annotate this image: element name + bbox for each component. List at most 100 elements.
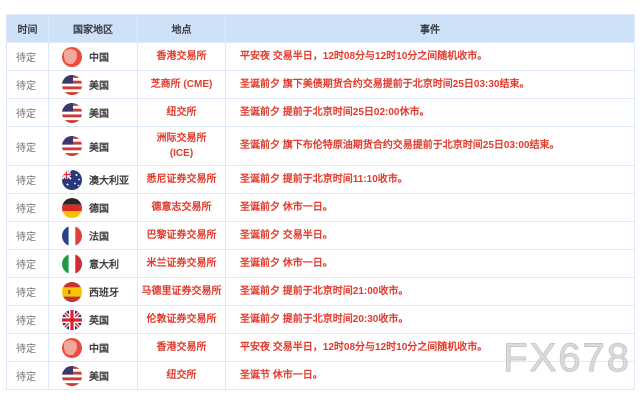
event-value: 圣诞前夕 交易半日。 <box>240 229 333 241</box>
time-value: 待定 <box>16 316 36 327</box>
event-value: 圣诞前夕 旗下美债期货合约交易提前于北京时间25日03:30结束。 <box>240 78 530 90</box>
event-cell: 圣诞节 休市一日。 <box>225 361 635 390</box>
table-body: 待定 中国 香港交易所 平安夜 交易半日，12时08分与12时10分之间随机收市… <box>6 42 635 390</box>
holiday-table: 时间 国家地区 地点 事件 待定 中国 香港交易所 平安夜 交易半日，12时08… <box>6 14 635 390</box>
country-name: 中国 <box>89 53 109 64</box>
event-cell: 圣诞前夕 休市一日。 <box>225 193 635 222</box>
event-value: 圣诞前夕 提前于北京时间11:10收市。 <box>240 173 408 185</box>
time-value: 待定 <box>16 53 36 64</box>
location-cell: 纽交所 <box>137 98 226 127</box>
event-cell: 平安夜 交易半日，12时08分与12时10分之间随机收市。 <box>225 333 635 362</box>
time-cell: 待定 <box>6 221 49 250</box>
location-cell: 纽交所 <box>137 361 226 390</box>
time-value: 待定 <box>16 109 36 120</box>
table-row: 待定 美国 洲际交易所 (ICE) 圣诞前夕 旗下布伦特原油期货合约交易提前于北… <box>6 126 635 166</box>
location-value: 洲际交易所 (ICE) <box>156 133 207 159</box>
time-value: 待定 <box>16 142 36 154</box>
country-name: 西班牙 <box>89 288 119 299</box>
table-row: 待定 英国 伦敦证券交易所 圣诞前夕 提前于北京时间20:30收市。 <box>6 305 635 334</box>
country-flag-icon-cn <box>62 337 82 358</box>
country-flag-icon-us <box>62 74 82 95</box>
country-inner: 美国 <box>50 74 137 95</box>
location-cell: 马德里证券交易所 <box>137 277 226 306</box>
location-value: 巴黎证券交易所 <box>146 230 217 241</box>
country-flag-icon-us <box>62 365 82 386</box>
location-value: 米兰证券交易所 <box>146 258 217 269</box>
country-flag-icon-au <box>62 169 82 190</box>
table-row: 待定 意大利 米兰证券交易所 圣诞前夕 休市一日。 <box>6 249 635 278</box>
event-value: 平安夜 交易半日，12时08分与12时10分之间随机收市。 <box>240 341 488 353</box>
country-name: 美国 <box>89 109 109 120</box>
event-cell: 圣诞前夕 提前于北京时间20:30收市。 <box>225 305 635 334</box>
market-holiday-table-wrap: 时间 国家地区 地点 事件 待定 中国 香港交易所 平安夜 交易半日，12时08… <box>6 14 635 390</box>
event-cell: 圣诞前夕 提前于北京时间21:00收市。 <box>225 277 635 306</box>
location-cell: 米兰证券交易所 <box>137 249 226 278</box>
event-value: 圣诞前夕 提前于北京时间20:30收市。 <box>240 313 409 325</box>
column-header-time: 时间 <box>6 14 49 43</box>
table-row: 待定 法国 巴黎证券交易所 圣诞前夕 交易半日。 <box>6 221 635 250</box>
column-header-country: 国家地区 <box>48 14 138 43</box>
country-name: 美国 <box>89 372 109 383</box>
country-cell: 中国 <box>48 333 138 362</box>
event-cell: 圣诞前夕 旗下美债期货合约交易提前于北京时间25日03:30结束。 <box>225 70 635 99</box>
location-value: 伦敦证券交易所 <box>146 314 217 325</box>
country-cell: 意大利 <box>48 249 138 278</box>
time-value: 待定 <box>16 204 36 215</box>
location-cell: 巴黎证券交易所 <box>137 221 226 250</box>
column-header-location: 地点 <box>137 14 226 43</box>
location-cell: 洲际交易所 (ICE) <box>137 126 226 166</box>
country-inner: 中国 <box>50 46 137 67</box>
time-cell: 待定 <box>6 361 49 390</box>
country-name: 德国 <box>89 204 109 215</box>
event-cell: 圣诞前夕 提前于北京时间11:10收市。 <box>225 165 635 194</box>
time-cell: 待定 <box>6 305 49 334</box>
table-row: 待定 美国 纽交所 圣诞节 休市一日。 <box>6 361 635 390</box>
location-cell: 香港交易所 <box>137 42 226 71</box>
time-cell: 待定 <box>6 126 49 166</box>
country-cell: 法国 <box>48 221 138 250</box>
time-cell: 待定 <box>6 193 49 222</box>
event-value: 平安夜 交易半日，12时08分与12时10分之间随机收市。 <box>240 50 488 62</box>
country-flag-icon-de <box>62 197 82 218</box>
country-inner: 美国 <box>50 102 137 123</box>
location-cell: 芝商所 (CME) <box>137 70 226 99</box>
country-name: 法国 <box>89 232 109 243</box>
time-value: 待定 <box>16 344 36 355</box>
country-name: 英国 <box>89 316 109 327</box>
country-inner: 美国 <box>50 365 137 386</box>
country-name: 意大利 <box>89 260 119 271</box>
country-inner: 澳大利亚 <box>50 169 137 190</box>
country-cell: 美国 <box>48 98 138 127</box>
location-cell: 悉尼证券交易所 <box>137 165 226 194</box>
event-cell: 平安夜 交易半日，12时08分与12时10分之间随机收市。 <box>225 42 635 71</box>
time-cell: 待定 <box>6 333 49 362</box>
country-inner: 中国 <box>50 337 137 358</box>
country-cell: 美国 <box>48 361 138 390</box>
country-cell: 澳大利亚 <box>48 165 138 194</box>
country-flag-icon-us <box>62 102 82 123</box>
country-flag-icon-it <box>62 253 82 274</box>
event-cell: 圣诞前夕 休市一日。 <box>225 249 635 278</box>
location-cell: 香港交易所 <box>137 333 226 362</box>
country-name: 美国 <box>89 81 109 92</box>
country-name: 澳大利亚 <box>89 176 129 187</box>
country-flag-icon-es <box>62 281 82 302</box>
country-name: 美国 <box>89 142 109 154</box>
location-cell: 德意志交易所 <box>137 193 226 222</box>
table-row: 待定 德国 德意志交易所 圣诞前夕 休市一日。 <box>6 193 635 222</box>
time-cell: 待定 <box>6 277 49 306</box>
location-cell: 伦敦证券交易所 <box>137 305 226 334</box>
country-cell: 英国 <box>48 305 138 334</box>
event-cell: 圣诞前夕 交易半日。 <box>225 221 635 250</box>
location-value: 纽交所 <box>166 107 197 118</box>
event-value: 圣诞前夕 休市一日。 <box>240 201 333 213</box>
time-cell: 待定 <box>6 98 49 127</box>
country-inner: 德国 <box>50 197 137 218</box>
time-cell: 待定 <box>6 249 49 278</box>
country-inner: 法国 <box>50 225 137 246</box>
table-row: 待定 澳大利亚 悉尼证券交易所 圣诞前夕 提前于北京时间11:10收市。 <box>6 165 635 194</box>
country-inner: 意大利 <box>50 253 137 274</box>
time-value: 待定 <box>16 232 36 243</box>
time-cell: 待定 <box>6 42 49 71</box>
